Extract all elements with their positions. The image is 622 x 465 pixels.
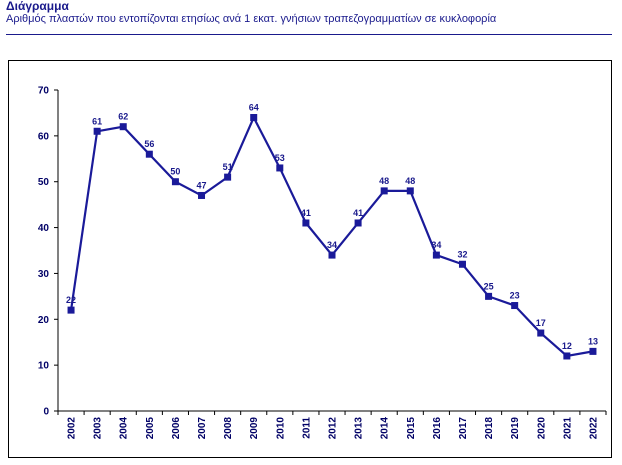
data-label: 41 <box>301 208 311 218</box>
chart-frame: 0 10 20 30 40 50 60 70 2002 2003 2004 2005 2006 2007 2… <box>8 60 612 458</box>
data-point <box>354 219 362 227</box>
data-point <box>432 251 440 259</box>
data-label: 34 <box>327 240 337 250</box>
x-tick-label: 2009 <box>249 417 260 440</box>
x-tick-label: 2011 <box>301 417 312 439</box>
data-point <box>380 187 388 195</box>
x-tick-label: 2017 <box>458 417 469 440</box>
data-label: 41 <box>353 208 363 218</box>
x-tick-label: 2002 <box>67 417 78 440</box>
x-tick-label: 2016 <box>432 417 443 440</box>
data-point <box>198 191 206 199</box>
x-tick-label: 2007 <box>197 417 208 440</box>
data-point <box>458 260 466 268</box>
data-point <box>406 187 414 195</box>
x-tick-label: 2012 <box>328 417 339 440</box>
data-label: 53 <box>275 153 285 163</box>
x-tick-label: 2010 <box>275 417 286 440</box>
data-point <box>171 178 179 186</box>
data-label: 32 <box>457 249 467 259</box>
x-tick-label: 2019 <box>510 417 521 440</box>
x-tick-label: 2022 <box>588 417 599 440</box>
y-tick-label: 50 <box>38 177 50 188</box>
data-label: 62 <box>118 112 128 122</box>
x-tick-label: 2008 <box>223 417 234 440</box>
x-tick-label: 2014 <box>380 417 391 440</box>
y-tick-label: 10 <box>38 361 50 372</box>
data-point <box>93 127 101 135</box>
data-point <box>119 123 127 131</box>
data-label: 13 <box>588 336 598 346</box>
data-label: 51 <box>223 162 233 172</box>
y-tick-label: 70 <box>38 86 50 97</box>
y-tick-label: 40 <box>38 223 50 234</box>
data-point <box>589 347 597 355</box>
data-point <box>250 114 258 122</box>
chart-subtitle: Αριθμός πλαστών που εντοπίζονται ετησίως… <box>6 13 497 25</box>
data-point <box>511 302 519 310</box>
x-tick-label: 2020 <box>536 417 547 440</box>
data-point <box>67 306 75 314</box>
x-tick-label: 2006 <box>171 417 182 440</box>
x-tick-label: 2018 <box>484 417 495 440</box>
x-tick-label: 2003 <box>93 417 104 440</box>
data-point <box>224 173 232 181</box>
data-label: 50 <box>170 167 180 177</box>
data-point <box>276 164 284 172</box>
data-point <box>537 329 545 337</box>
data-point <box>485 292 493 300</box>
data-label: 48 <box>379 176 389 186</box>
data-label: 47 <box>197 180 207 190</box>
data-label: 12 <box>562 341 572 351</box>
chart-title: Διάγραμμα <box>6 0 69 13</box>
data-label: 34 <box>431 240 441 250</box>
header-divider <box>6 34 612 35</box>
data-point <box>145 150 153 158</box>
data-point <box>328 251 336 259</box>
chart-header: Διάγραμμα Αριθμός πλαστών που εντοπίζοντ… <box>6 0 612 26</box>
y-tick-label: 30 <box>38 269 50 280</box>
y-tick-label: 20 <box>38 315 50 326</box>
x-tick-label: 2004 <box>119 417 130 440</box>
data-label: 64 <box>249 103 259 113</box>
data-point <box>563 352 571 360</box>
x-tick-label: 2005 <box>145 417 156 440</box>
x-tick-label: 2015 <box>406 417 417 440</box>
data-label: 25 <box>484 281 494 291</box>
x-tick-label: 2021 <box>562 417 573 440</box>
data-label: 22 <box>66 295 76 305</box>
line-chart: 0 10 20 30 40 50 60 70 2002 2003 2004 2005 2006 2007 2… <box>38 86 607 440</box>
data-label: 17 <box>536 318 546 328</box>
data-label: 61 <box>92 116 102 126</box>
data-point <box>302 219 310 227</box>
y-tick-label: 60 <box>38 131 50 142</box>
x-tick-label: 2013 <box>354 417 365 440</box>
y-tick-label: 0 <box>43 407 49 418</box>
data-label: 56 <box>144 139 154 149</box>
data-label: 48 <box>405 176 415 186</box>
data-label: 23 <box>510 291 520 301</box>
